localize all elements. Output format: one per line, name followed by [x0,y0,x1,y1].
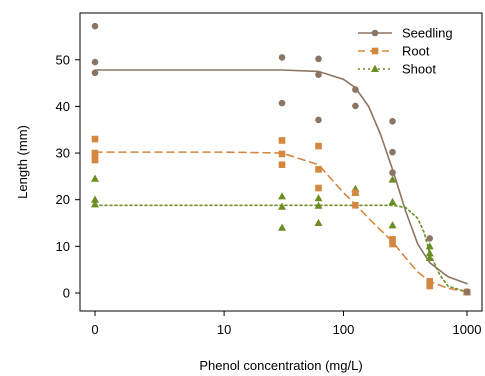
root-point [91,149,99,157]
root-point [278,161,286,169]
seedling-point [91,22,99,30]
shoot-point [91,174,99,182]
legend-root-marker [371,47,379,55]
x-tick-label: 10 [217,322,231,337]
shoot-point [388,197,397,206]
x-axis-ticks: 0 10 100 1000 [91,311,481,337]
plot-frame [79,12,483,312]
y-tick-label: 0 [63,286,70,301]
legend-root-label: Root [402,44,430,59]
y-tick-label: 30 [56,146,70,161]
shoot-point [91,200,99,208]
shoot-point [278,223,287,231]
shoot-point [388,221,397,229]
shoot-point [314,201,323,209]
root-point [426,278,434,285]
seedling-point [389,148,396,156]
shoot-point [278,202,287,210]
y-axis-ticks: 0 10 20 30 40 50 [56,52,80,301]
y-tick-label: 10 [56,239,70,254]
root-point [315,184,322,192]
y-tick-label: 40 [56,99,70,114]
x-tick-label: 0 [91,322,98,337]
data-points [91,22,471,296]
x-tick-label: 1000 [453,322,482,337]
shoot-point [278,192,287,200]
root-point [352,201,359,209]
root-point [315,166,322,173]
seedling-point [278,99,286,107]
y-tick-label: 50 [56,52,70,67]
root-point [389,240,396,248]
seedling-point [315,55,322,63]
legend-seedling-label: Seedling [402,26,453,41]
y-axis-title: Length (mm) [15,125,30,199]
shoot-fit-line [94,204,468,293]
seedling-point [278,54,286,61]
seedling-point [389,169,396,176]
seedling-point [91,69,99,77]
shoot-point [388,175,397,183]
seedling-point [315,116,322,124]
x-tick-label: 100 [333,322,355,337]
legend: Seedling Root Shoot [358,26,453,77]
root-point [352,189,359,197]
shoot-point [425,242,434,250]
seedling-point [315,71,322,78]
root-fit-line [94,151,468,293]
seedling-point [352,86,359,93]
shoot-point [425,253,434,262]
shoot-point [314,194,323,202]
x-axis-title: Phenol concentration (mg/L) [199,358,362,373]
seedling-point [463,288,471,296]
seedling-point [91,58,99,66]
root-point [278,150,286,158]
root-point [278,137,286,144]
root-point [91,135,99,143]
seedling-point [426,235,434,242]
root-point [315,142,322,150]
shoot-point [314,218,323,227]
legend-shoot-marker [371,64,379,72]
seedling-point [389,118,396,125]
root-point [91,156,99,164]
root-point [389,236,396,243]
seedling-point [352,102,359,110]
legend-seedling-marker [371,29,379,37]
y-tick-label: 20 [56,192,70,207]
root-point [426,282,434,290]
shoot-point [91,195,99,203]
shoot-point [425,249,434,257]
legend-shoot-label: Shoot [402,62,436,77]
